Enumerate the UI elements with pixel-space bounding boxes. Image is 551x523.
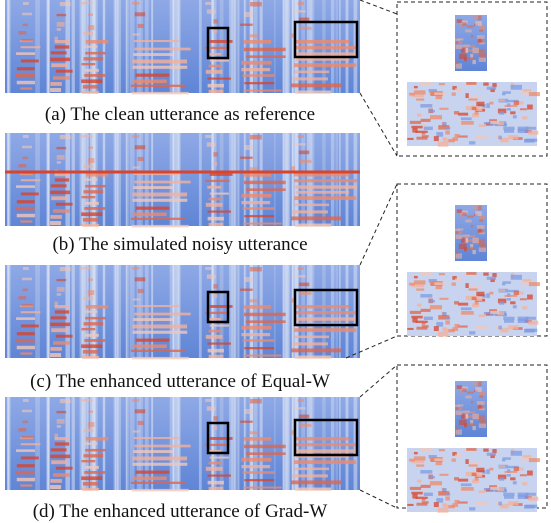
zoom-frame	[396, 1, 548, 157]
spectrogram-clean	[5, 0, 360, 95]
zoom-inset	[407, 381, 540, 513]
highlight-box	[206, 26, 230, 60]
connector	[359, 183, 398, 266]
connector	[345, 335, 398, 359]
connector	[359, 92, 398, 157]
caption: (c) The enhanced utterance of Equal-W	[30, 371, 330, 392]
connector	[359, 364, 398, 398]
caption: (a) The clean utterance as reference	[45, 104, 315, 125]
connector	[359, 489, 398, 509]
caption: (b) The simulated noisy utterance	[52, 234, 307, 255]
spectrogram-noisy	[5, 133, 360, 228]
zoom-inset	[407, 205, 540, 337]
zoom-frame	[396, 183, 548, 337]
highlight-box	[293, 288, 359, 327]
highlight-box	[206, 290, 230, 324]
highlight-box	[293, 20, 359, 59]
spectrogram-grad-w	[5, 397, 360, 492]
caption: (d) The enhanced utterance of Grad-W	[33, 501, 328, 522]
spectrogram-equal-w	[5, 265, 360, 360]
zoom-inset	[407, 15, 540, 147]
highlight-box	[206, 421, 230, 455]
highlight-box	[293, 418, 359, 457]
connector	[359, 0, 398, 15]
